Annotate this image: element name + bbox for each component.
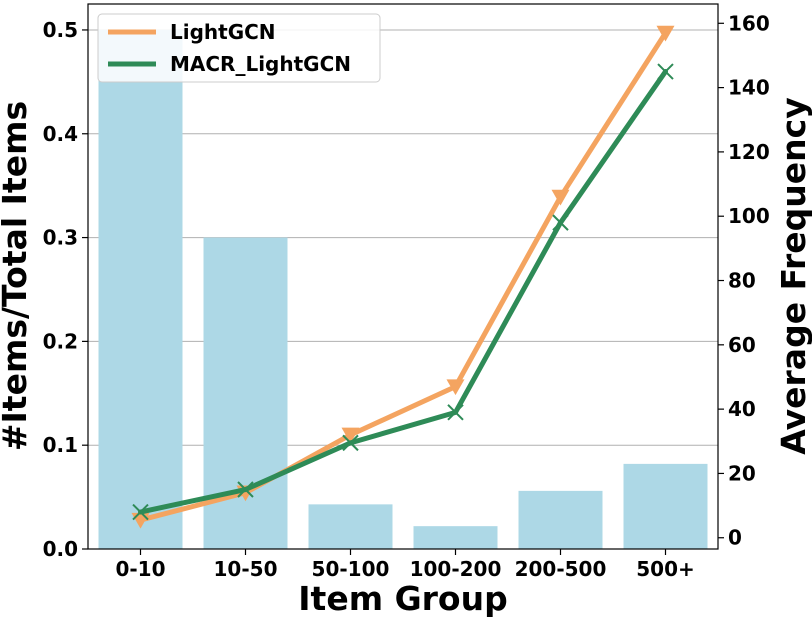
plot-frame [87,3,719,550]
marker-lightgcn-200-500 [551,189,570,206]
legend: LightGCN MACR_LightGCN [97,13,381,83]
x-tick-label: 0-10 [115,557,165,581]
marker-lightgcn-50-100 [341,427,360,444]
marker-macr-lightgcn-100-200 [447,404,464,421]
marker-macr-lightgcn-500 [657,63,674,80]
left-tick-label: 0.0 [43,537,78,561]
right-tick-label: 40 [728,397,756,421]
left-tick-label: 0.4 [43,122,78,146]
marker-lightgcn-100-200 [446,379,465,396]
right-tick-label: 140 [728,76,770,100]
marker-lightgcn-500 [656,25,675,42]
left-tick-label: 0.3 [43,226,78,250]
line-macr-lightgcn [138,69,668,515]
x-tick-label: 200-500 [515,557,607,581]
x-tick-label: 100-200 [410,557,502,581]
right-y-axis-title: Average Frequency [774,97,812,454]
right-tick-label: 20 [728,461,756,485]
marker-macr-lightgcn-200-500 [552,214,569,231]
legend-label-macr-lightgcn: MACR_LightGCN [170,52,351,76]
right-tick-label: 100 [728,204,770,228]
legend-box [97,13,381,83]
left-tick-label: 0.2 [43,329,78,353]
right-tick-label: 160 [728,11,770,35]
bar-0-10 [98,29,183,549]
line-lightgcn [138,30,668,523]
right-tick-label: 120 [728,140,770,164]
right-tick-label: 80 [728,269,756,293]
legend-label-lightgcn: LightGCN [170,20,276,44]
marker-macr-lightgcn-50-100 [342,434,359,452]
marker-macr-lightgcn-10-50 [237,481,254,498]
x-tick-label: 50-100 [312,557,390,581]
axes: 0.0 0.1 0.2 0.3 0.4 0.5 0 20 40 60 80 100 120 140 160 0… [43,11,770,581]
right-tick-label: 0 [728,526,742,550]
bar-100-200 [413,526,498,549]
x-tick-label: 500+ [636,557,695,581]
left-tick-label: 0.1 [43,433,78,457]
left-y-axis-title: #Items/Total Items [0,101,34,451]
x-tick-label: 10-50 [214,557,278,581]
line-series [131,25,675,529]
bar-200-500 [518,490,603,549]
bar-500 [623,463,708,549]
marker-macr-lightgcn-0-10 [132,503,149,521]
x-axis-title: Item Group [298,579,507,617]
right-tick-label: 60 [728,333,756,357]
left-tick-label: 0.5 [43,18,78,42]
bar-50-100 [308,504,393,549]
